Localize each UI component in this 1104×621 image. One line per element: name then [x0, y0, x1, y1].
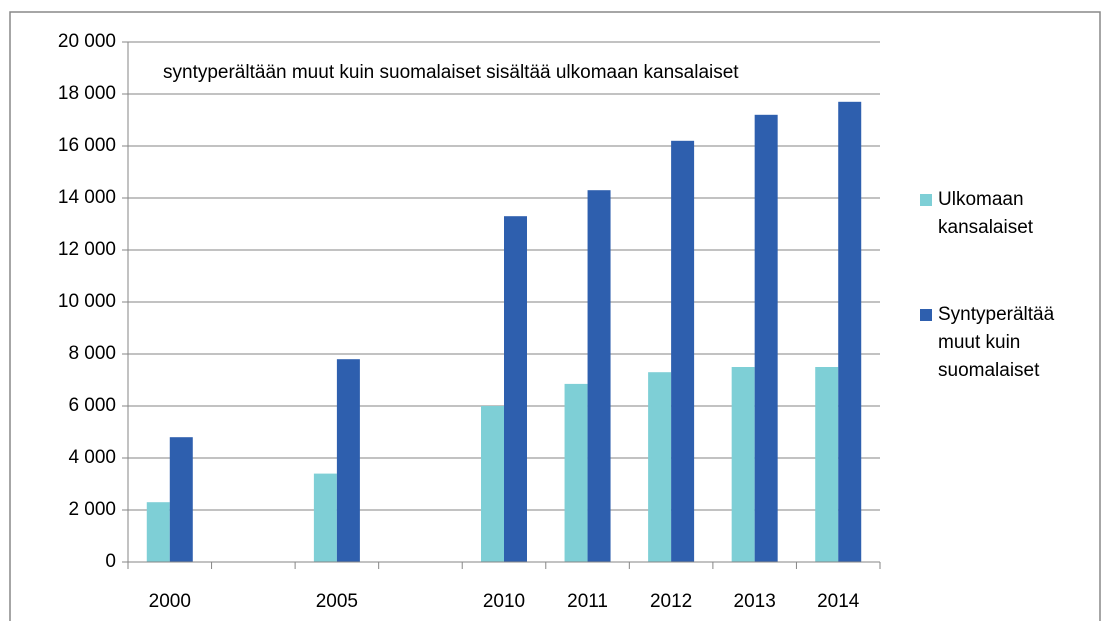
- x-tick-label: 2010: [483, 591, 525, 612]
- x-tick-label: 2011: [567, 591, 608, 612]
- y-tick-label: 0: [105, 551, 116, 572]
- bar: [648, 372, 672, 562]
- bar: [336, 359, 360, 562]
- bar: [838, 101, 862, 563]
- legend-swatch: [920, 194, 932, 206]
- x-tick-label: 2013: [734, 591, 776, 612]
- bar: [169, 437, 193, 562]
- annotation: syntyperältään muut kuin suomalaiset sis…: [163, 62, 739, 83]
- x-tick-label: 2005: [316, 591, 358, 612]
- y-tick-label: 16 000: [58, 135, 116, 156]
- legend-label: Syntyperältää muut kuin suomalaiset: [938, 304, 1059, 381]
- bar: [313, 473, 337, 562]
- bar: [146, 502, 170, 562]
- y-tick-label: 4 000: [68, 447, 116, 468]
- legend-label: Ulkomaan kansalaiset: [938, 189, 1034, 238]
- legend-swatch: [920, 309, 932, 321]
- x-tick-label: 2000: [149, 591, 191, 612]
- bar: [671, 140, 695, 563]
- bar: [564, 383, 588, 562]
- x-tick-label: 2012: [650, 591, 692, 612]
- y-tick-label: 6 000: [68, 395, 116, 416]
- bar: [731, 367, 755, 562]
- bar: [815, 367, 839, 562]
- y-tick-label: 20 000: [58, 31, 116, 52]
- x-tick-label: 2014: [817, 591, 860, 612]
- y-tick-label: 2 000: [68, 499, 116, 520]
- chart-frame: [9, 11, 1101, 621]
- bar: [504, 216, 527, 562]
- bar: [481, 406, 504, 562]
- y-tick-label: 8 000: [68, 343, 116, 364]
- y-tick-label: 12 000: [58, 239, 116, 260]
- y-tick-label: 10 000: [58, 291, 116, 312]
- y-tick-label: 18 000: [58, 83, 116, 104]
- bar: [587, 190, 611, 562]
- y-tick-label: 14 000: [58, 187, 116, 208]
- bar: [754, 114, 778, 563]
